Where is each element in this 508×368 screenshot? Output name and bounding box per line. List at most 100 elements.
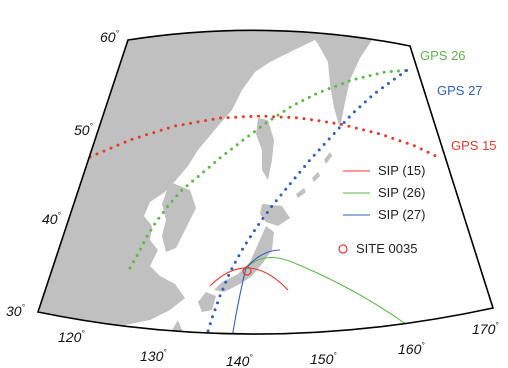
track-gps26-dot <box>128 266 132 270</box>
track-gps27-dot <box>218 294 222 298</box>
track-gps15-dot <box>241 115 245 119</box>
track-gps15-dot <box>159 128 163 132</box>
track-gps26-dot <box>196 175 200 178</box>
track-gps27-dot <box>216 301 219 305</box>
track-gps26-dot <box>207 165 211 169</box>
sakhalin <box>256 118 274 180</box>
track-gps27-dot <box>358 105 362 109</box>
track-gps27-dot <box>224 280 228 284</box>
track-gps15-dot <box>405 141 409 145</box>
track-gps26-dot <box>145 234 149 238</box>
track-gps27-dot <box>211 315 214 319</box>
track-gps15-dot <box>332 121 336 125</box>
honshu <box>214 226 274 292</box>
track-gps15-dot <box>204 119 207 123</box>
track-gps26-dot <box>132 260 136 264</box>
track-gps27-dot <box>303 165 307 168</box>
track-gps26-dot <box>180 188 184 192</box>
track-gps26-dot <box>218 156 222 160</box>
kuril-islands <box>296 152 332 198</box>
track-gps27-dot <box>230 267 234 271</box>
legend-label-sip27: SIP (27) <box>378 207 425 222</box>
track-gps26-dot <box>230 147 233 151</box>
track-gps26-dot <box>276 113 280 117</box>
track-gps27-dot <box>298 170 302 174</box>
legend-label-sip26: SIP (26) <box>378 185 425 200</box>
track-gps27-dot <box>248 235 252 239</box>
track-gps15 <box>88 114 437 159</box>
track-gps15-dot <box>264 114 268 118</box>
sip-27-curve <box>229 249 281 335</box>
track-gps15-dot <box>412 144 416 148</box>
track-gps15-dot <box>317 119 321 123</box>
track-gps26-dot <box>149 228 153 232</box>
longitude-labels: 120° 130° 140° 150° 160° 170° <box>58 321 499 368</box>
track-gps27-dot <box>352 110 356 114</box>
track-gps27-dot <box>227 273 231 277</box>
track-gps27-dot <box>206 329 210 333</box>
track-gps15-dot <box>137 135 141 139</box>
track-gps26-dot <box>175 194 179 198</box>
track-gps26-dot <box>185 184 189 188</box>
track-gps27-dot <box>312 153 316 157</box>
track-gps26-dot <box>247 134 251 138</box>
track-gps15-dot <box>234 115 238 119</box>
track-gps15-dot <box>354 126 358 130</box>
track-gps15-dot <box>196 120 200 124</box>
track-gps15-dot <box>152 131 156 135</box>
track-gps26-dot <box>389 70 393 73</box>
track-gps27-dot <box>237 254 241 258</box>
track-gps27-dot <box>375 90 378 94</box>
track-gps26 <box>128 69 408 270</box>
track-gps26-dot <box>142 241 146 245</box>
track-gps15-dot <box>219 116 222 120</box>
track-gps26-dot <box>396 69 400 73</box>
track-gps26-dot <box>347 79 351 83</box>
track-gps27-dot <box>399 73 402 77</box>
track-gps26-dot <box>301 99 305 103</box>
track-gps27-dot <box>381 86 384 90</box>
track-gps15-dot <box>123 140 127 144</box>
track-gps15-dot <box>426 150 430 154</box>
track-gps15-dot <box>287 115 291 119</box>
lon-label-120: 120° <box>58 329 85 345</box>
track-gps26-dot <box>294 102 298 106</box>
track-gps26-dot <box>202 170 206 174</box>
track-gps26-dot <box>235 143 239 147</box>
track-gps26-dot <box>382 70 386 74</box>
track-gps15-dot <box>419 147 423 151</box>
lat-label-60: 60° <box>100 29 120 45</box>
track-gps26-dot <box>264 121 268 125</box>
track-gps15-dot <box>272 115 276 119</box>
lon-label-150: 150° <box>310 351 337 367</box>
track-gps26-dot <box>241 138 245 142</box>
track-gps27-dot <box>317 148 321 152</box>
track-gps27-dot <box>213 308 217 312</box>
track-gps15-dot <box>109 146 113 150</box>
asia-mainland <box>40 30 330 330</box>
lon-label-160: 160° <box>398 341 425 357</box>
gps-tracks <box>88 69 437 333</box>
sip-15-curve <box>209 267 289 291</box>
map-frame <box>36 29 495 335</box>
track-gps15-dot <box>95 152 99 156</box>
track-gps15-dot <box>340 122 343 126</box>
sip-curves <box>209 249 415 335</box>
track-gps27-dot <box>265 211 269 214</box>
track-label-gps26: GPS 26 <box>420 48 466 63</box>
track-gps26-dot <box>361 75 365 79</box>
track-gps26-dot <box>258 125 262 129</box>
track-gps15-dot <box>257 114 260 118</box>
track-gps27-dot <box>307 159 311 163</box>
track-gps15-dot <box>102 149 106 153</box>
track-gps26-dot <box>213 161 217 164</box>
track-gps15-dot <box>226 116 230 120</box>
track-gps26-dot <box>354 77 358 81</box>
sip-26-curve <box>243 256 415 331</box>
track-gps27-dot <box>244 241 248 245</box>
track-gps26-dot <box>368 74 372 78</box>
lat-label-30: 30° <box>6 303 26 319</box>
track-gps27-dot <box>387 82 390 85</box>
track-label-gps27: GPS 27 <box>437 83 483 98</box>
